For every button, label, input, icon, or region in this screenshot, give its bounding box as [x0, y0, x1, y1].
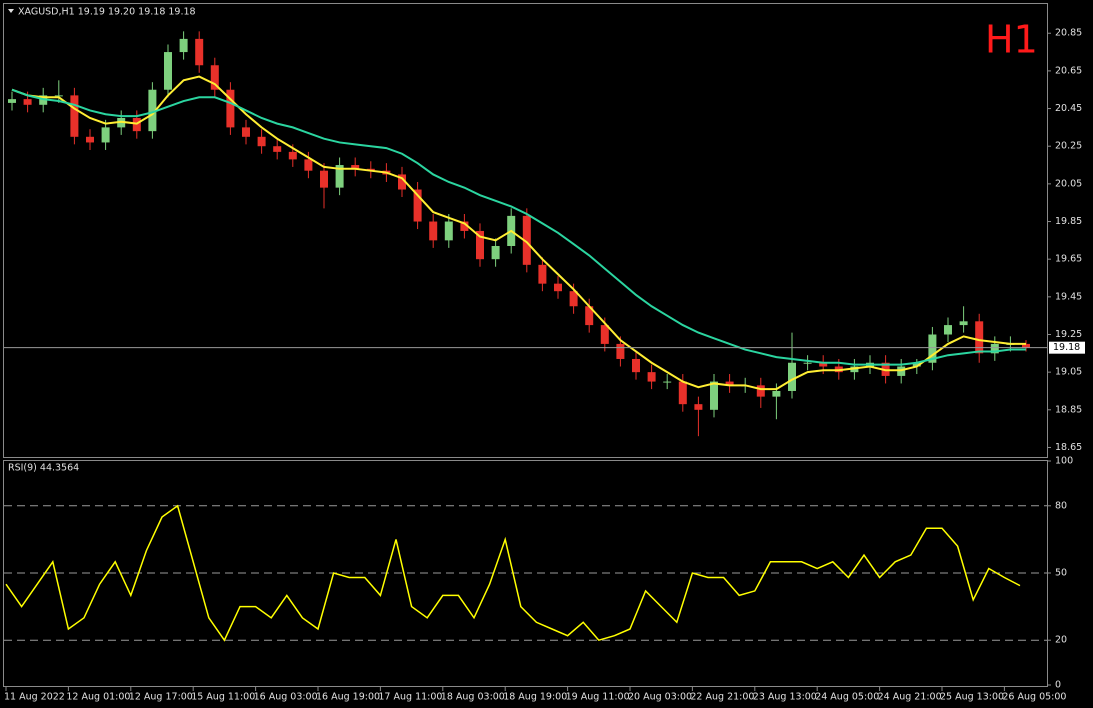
y-tick-label: 18.85 — [1055, 404, 1082, 415]
last-price-label: 19.18 — [1053, 342, 1080, 353]
x-tick-label: 26 Aug 05:00 — [1002, 692, 1066, 703]
candle-body — [585, 306, 594, 326]
x-tick-label: 12 Aug 01:00 — [66, 692, 130, 703]
x-tick-label: 12 Aug 17:00 — [129, 692, 193, 703]
candle-body — [710, 381, 718, 410]
candle-body — [600, 325, 609, 344]
candle-body — [70, 95, 79, 137]
candle-body — [694, 404, 703, 410]
candle-body — [944, 325, 952, 335]
x-tick-label: 16 Aug 19:00 — [316, 692, 380, 703]
candle-body — [975, 321, 984, 354]
candle-body — [460, 221, 469, 231]
y-tick-label: 20.05 — [1055, 178, 1082, 189]
candle-body — [788, 362, 796, 391]
candle-body — [148, 89, 157, 132]
candle-body — [928, 334, 937, 363]
candle-body — [632, 358, 640, 373]
candle-body — [257, 136, 266, 147]
menu-arrow — [8, 9, 14, 13]
candle-body — [959, 321, 968, 326]
candle-body — [725, 381, 734, 386]
chart-title: XAGUSD,H1 19.19 19.20 19.18 19.18 — [18, 7, 196, 18]
x-tick-label: 16 Aug 03:00 — [254, 692, 318, 703]
candle-body — [756, 385, 765, 397]
candle-body — [304, 159, 313, 171]
candle-body — [164, 52, 172, 90]
y-tick-label: 50 — [1055, 568, 1067, 579]
y-tick-label: 19.05 — [1055, 367, 1082, 378]
candle-body — [351, 165, 360, 169]
candle-body — [912, 362, 921, 367]
candle-body — [663, 381, 672, 383]
x-tick-label: 24 Aug 05:00 — [815, 692, 879, 703]
candle-body — [554, 283, 562, 292]
rsi-title: RSI(9) 44.3564 — [8, 463, 79, 474]
moving-average — [11, 75, 1026, 391]
y-tick-label: 100 — [1055, 456, 1073, 467]
x-tick-label: 15 Aug 11:00 — [191, 692, 255, 703]
x-tick-label: 18 Aug 19:00 — [503, 692, 567, 703]
candle-body — [569, 291, 578, 307]
candle-body — [226, 89, 235, 128]
candle-body — [803, 362, 812, 364]
x-tick-label: 23 Aug 13:00 — [753, 692, 817, 703]
candle-body — [288, 151, 297, 160]
x-tick-label: 25 Aug 13:00 — [940, 692, 1004, 703]
candle-body — [273, 146, 282, 152]
candle-body — [398, 174, 406, 190]
candle-body — [444, 221, 453, 241]
x-tick-label: 11 Aug 2022 — [4, 692, 65, 703]
candle-body — [819, 362, 828, 367]
candle-body — [86, 136, 94, 143]
candle-body — [1022, 343, 1030, 348]
candle-body — [23, 99, 32, 105]
candle-body — [491, 246, 500, 260]
x-tick-label: 19 Aug 11:00 — [566, 692, 630, 703]
candle-body — [179, 38, 188, 53]
y-tick-label: 19.85 — [1055, 216, 1082, 227]
candle-body — [429, 221, 438, 241]
main-panel — [3, 3, 1048, 458]
candle-body — [413, 189, 422, 222]
candle-body — [772, 390, 781, 397]
candle-body — [335, 165, 344, 188]
candle-body — [647, 372, 656, 382]
x-tick-label: 24 Aug 21:00 — [878, 692, 942, 703]
x-tick-label: 20 Aug 03:00 — [628, 692, 692, 703]
y-tick-label: 19.25 — [1055, 329, 1082, 340]
candle-body — [320, 170, 328, 188]
candle-body — [522, 215, 531, 265]
candle-body — [242, 127, 250, 137]
candle-body — [101, 127, 110, 143]
candle-body — [54, 95, 63, 97]
rsi-line — [5, 504, 1021, 642]
y-tick-label: 20.65 — [1055, 65, 1082, 76]
y-tick-label: 20.25 — [1055, 141, 1082, 152]
candle-body — [476, 230, 484, 260]
candle-body — [678, 381, 687, 405]
y-tick-label: 19.65 — [1055, 254, 1082, 265]
y-tick-label: 20.85 — [1055, 28, 1082, 39]
y-tick-label: 20.45 — [1055, 103, 1082, 114]
candle-body — [990, 343, 999, 354]
moving-average — [11, 88, 1026, 366]
last-price-box — [1049, 341, 1085, 354]
timeframe-label: H1 — [985, 18, 1038, 62]
x-tick-label: 18 Aug 03:00 — [441, 692, 505, 703]
y-tick-label: 80 — [1055, 500, 1067, 511]
candle-body — [538, 264, 547, 284]
y-tick-label: 20 — [1055, 635, 1067, 646]
x-tick-label: 17 Aug 11:00 — [378, 692, 442, 703]
y-tick-label: 0 — [1055, 680, 1061, 691]
x-tick-label: 22 Aug 21:00 — [690, 692, 754, 703]
candle-body — [616, 343, 625, 359]
y-tick-label: 18.65 — [1055, 442, 1082, 453]
candle-body — [8, 99, 16, 103]
candle-body — [210, 65, 219, 90]
y-tick-label: 19.45 — [1055, 291, 1082, 302]
candle-body — [195, 38, 204, 66]
